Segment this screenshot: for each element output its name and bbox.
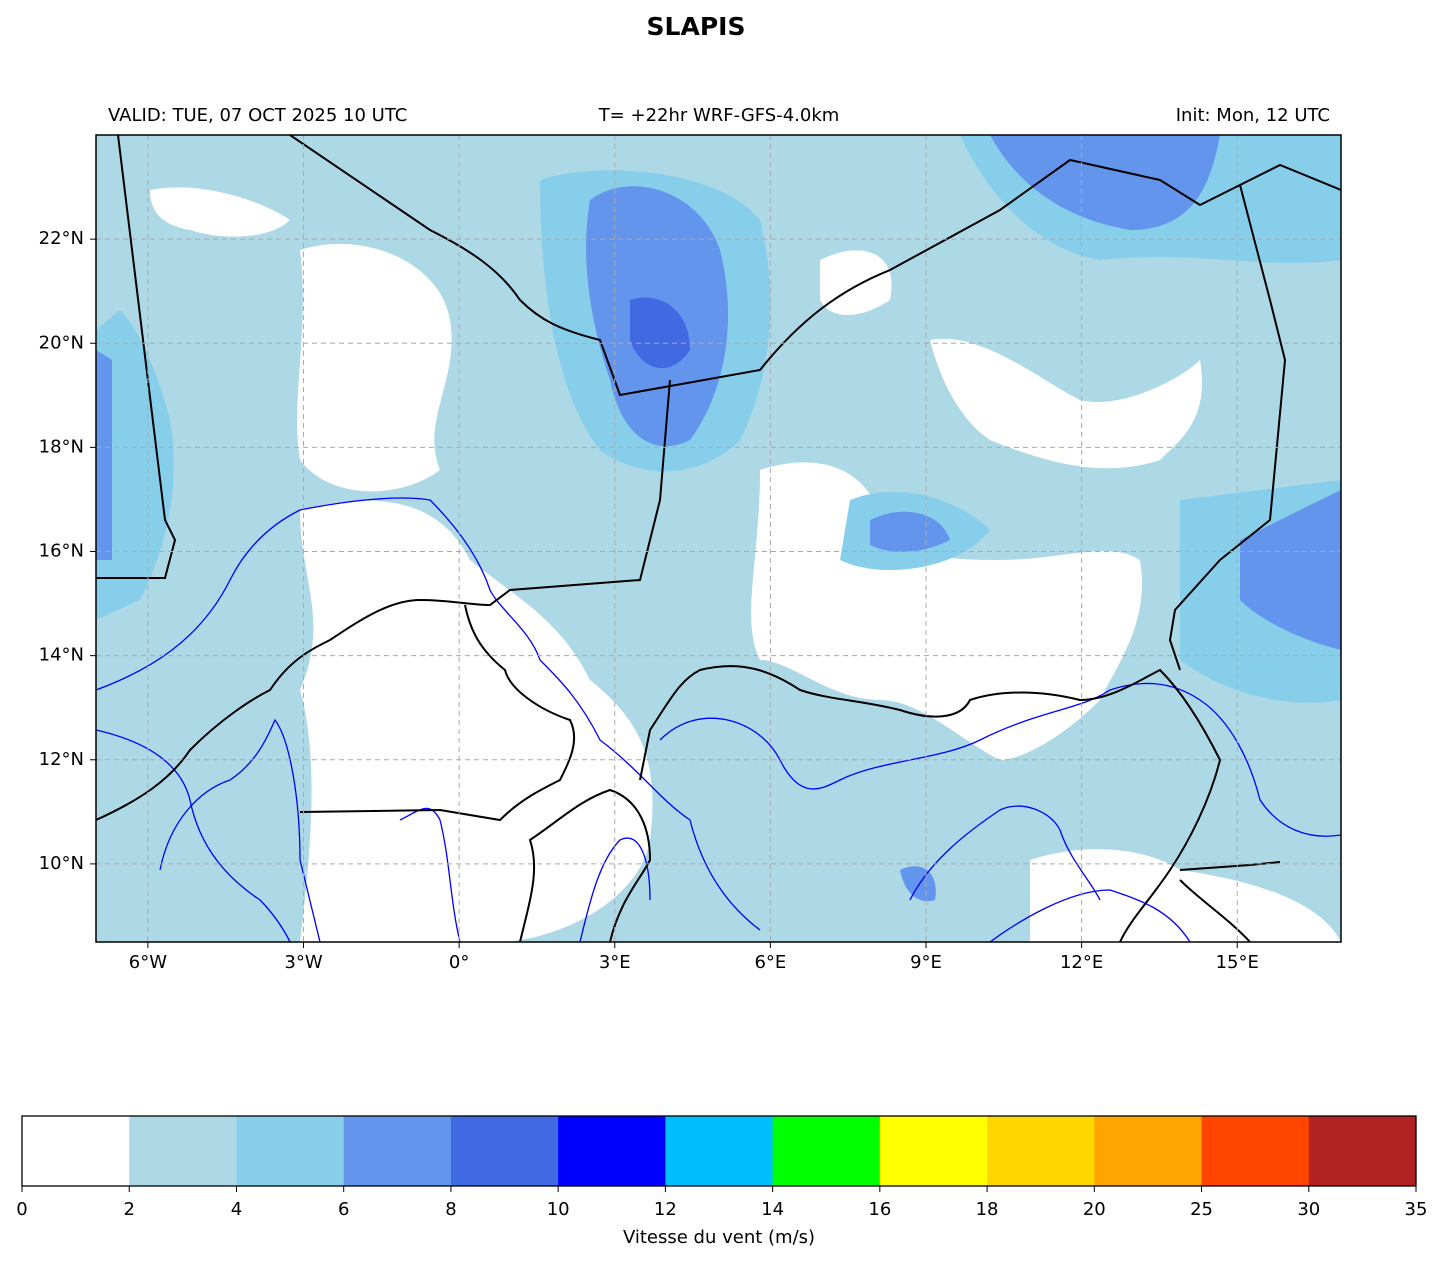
colorbar-frame	[21, 1115, 1417, 1187]
colorbar-segment	[1094, 1116, 1203, 1186]
x-tick-label: 9°E	[910, 952, 942, 973]
y-tick-label: 22°N	[39, 228, 84, 249]
calm-area	[930, 338, 1202, 469]
map-frame	[95, 134, 1342, 943]
wind-shading	[96, 135, 1341, 942]
x-tick-label: 3°E	[599, 952, 631, 973]
colorbar-segment	[987, 1116, 1095, 1186]
calm-area	[150, 187, 290, 237]
subtitle-center: T= +22hr WRF-GFS-4.0km	[598, 105, 840, 126]
colorbar-tick-label: 30	[1297, 1199, 1320, 1220]
colorbar-tick-label: 16	[868, 1199, 891, 1220]
calm-area	[1030, 849, 1341, 942]
y-tick-label: 12°N	[39, 749, 84, 770]
x-tick-label: 0°	[449, 952, 469, 973]
colorbar-label: Vitesse du vent (m/s)	[623, 1227, 815, 1248]
strong-area	[870, 511, 950, 552]
x-tick-label: 3°W	[284, 952, 322, 973]
colorbar	[22, 1116, 1417, 1186]
colorbar-tick-label: 2	[124, 1199, 135, 1220]
moderate-area	[96, 310, 174, 620]
colorbar-segment	[236, 1116, 345, 1186]
colorbar-tick-label: 14	[761, 1199, 784, 1220]
colorbar-tick-label: 10	[547, 1199, 570, 1220]
colorbar-segment	[450, 1116, 559, 1186]
colorbar-segment	[129, 1116, 237, 1186]
calm-area	[300, 500, 653, 942]
x-tick-label: 15°E	[1216, 952, 1259, 973]
colorbar-segment	[665, 1116, 774, 1186]
y-tick-label: 16°N	[39, 541, 84, 562]
strong-area	[1240, 490, 1341, 650]
very-strong-area	[630, 297, 690, 369]
colorbar-segment	[22, 1116, 130, 1186]
grid	[96, 135, 1341, 942]
strong-area	[96, 350, 112, 560]
y-tick-label: 18°N	[39, 436, 84, 457]
borders	[96, 135, 1341, 942]
colorbar-tick-label: 0	[16, 1199, 27, 1220]
colorbar-segment	[1308, 1116, 1417, 1186]
strong-area	[990, 135, 1220, 230]
colorbar-tick-label: 18	[976, 1199, 999, 1220]
colorbar-tick-label: 6	[338, 1199, 349, 1220]
subtitle-left: VALID: TUE, 07 OCT 2025 10 UTC	[108, 105, 407, 126]
colorbar-segment	[343, 1116, 452, 1186]
y-tick-label: 10°N	[39, 853, 84, 874]
x-tick-label: 6°E	[754, 952, 786, 973]
calm-area	[820, 250, 892, 315]
colorbar-segment	[772, 1116, 881, 1186]
y-tick-label: 14°N	[39, 645, 84, 666]
colorbar-tick-label: 20	[1083, 1199, 1106, 1220]
subtitle-right: Init: Mon, 12 UTC	[1176, 105, 1330, 126]
colorbar-tick-label: 8	[445, 1199, 456, 1220]
colorbar-segment	[558, 1116, 666, 1186]
x-tick-label: 12°E	[1060, 952, 1103, 973]
colorbar-tick-label: 12	[654, 1199, 677, 1220]
x-tick-label: 6°W	[129, 952, 167, 973]
calm-area	[297, 243, 452, 492]
y-tick-label: 20°N	[39, 332, 84, 353]
colorbar-tick-label: 35	[1405, 1199, 1428, 1220]
strong-area	[900, 866, 936, 902]
colorbar-tick-label: 25	[1190, 1199, 1213, 1220]
colorbar-tick-label: 4	[231, 1199, 242, 1220]
colorbar-segment	[879, 1116, 988, 1186]
colorbar-segment	[1201, 1116, 1310, 1186]
title: SLAPIS	[647, 12, 746, 41]
